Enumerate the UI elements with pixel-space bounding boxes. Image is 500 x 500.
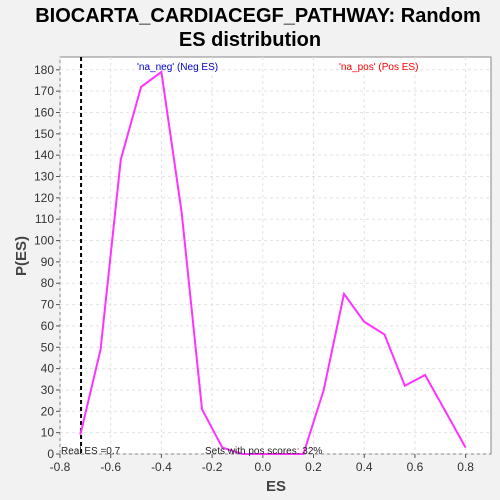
x-tick-label: 0.2 (305, 460, 322, 474)
x-tick-label: 0.0 (254, 460, 271, 474)
random-es-curve (79, 70, 467, 455)
y-tick-label: 50 (41, 340, 55, 354)
real-es-label: Real ES =0.7 (61, 446, 121, 457)
x-tick-label: -0.8 (50, 460, 71, 474)
y-tick-label: 60 (41, 319, 55, 333)
grid-lines (59, 57, 491, 455)
y-axis-label: P(ES) (13, 236, 30, 276)
x-tick-label: -0.4 (151, 460, 172, 474)
y-tick-label: 160 (34, 105, 54, 119)
y-tick-label: 150 (34, 127, 54, 141)
y-tick-label: 10 (41, 426, 55, 440)
y-tick-label: 90 (41, 255, 55, 269)
y-tick-label: 40 (41, 362, 55, 376)
y-tick-label: 100 (34, 234, 54, 248)
y-tick-label: 170 (34, 84, 54, 98)
y-tick-label: 70 (41, 298, 55, 312)
y-tick-label: 30 (41, 383, 55, 397)
y-tick-label: 110 (35, 212, 54, 226)
chart-title-line1: BIOCARTA_CARDIACEGF_PATHWAY: Random (35, 5, 481, 27)
y-tick-label: 140 (34, 148, 54, 162)
x-tick-label: -0.6 (100, 460, 121, 474)
y-tick-label: 80 (41, 276, 55, 290)
y-tick-label: 0 (47, 447, 54, 461)
y-tick-label: 120 (34, 191, 54, 205)
y-tick-label: 130 (34, 170, 54, 184)
legend-neg-es: 'na_neg' (Neg ES) (137, 62, 218, 73)
chart-title-line2: ES distribution (179, 29, 321, 51)
x-tick-label: -0.2 (202, 460, 223, 474)
plot-area (59, 56, 492, 455)
x-tick-label: 0.6 (407, 460, 424, 474)
y-tick-label: 180 (34, 63, 54, 77)
pos-scores-label: Sets with pos scores: 32% (205, 446, 322, 457)
y-axis-ticks: 0 10 20 30 40 50 60 70 80 90 100 110 120 130 140 150 160… (34, 63, 60, 461)
x-axis-label: ES (266, 478, 286, 495)
x-axis-ticks: -0.8 -0.6 -0.4 -0.2 0.0 0.2 0.4 0.6 0.8 (50, 454, 474, 474)
legend-pos-es: 'na_pos' (Pos ES) (339, 62, 418, 73)
y-tick-label: 20 (41, 404, 55, 418)
x-tick-label: 0.8 (457, 460, 474, 474)
x-tick-label: 0.4 (356, 460, 373, 474)
